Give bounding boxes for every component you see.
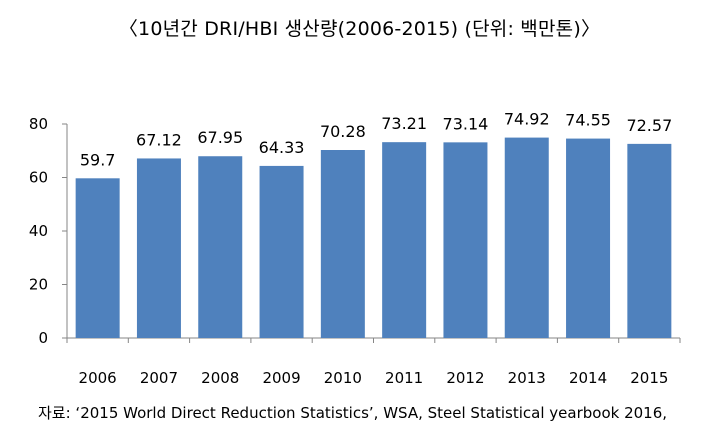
data-label: 59.7 [80, 150, 116, 169]
chart-title: 〈10년간 DRI/HBI 생산량(2006-2015) (단위: 백만톤)〉 [118, 18, 601, 40]
x-tick-label: 2011 [385, 369, 423, 387]
data-label: 74.92 [504, 110, 550, 129]
data-label: 74.55 [565, 111, 611, 130]
bar-2006 [75, 178, 120, 338]
data-labels: 59.7 67.12 67.95 64.33 70.28 73.21 73.14 74.92 7… [80, 110, 672, 170]
x-tick-label: 2012 [446, 369, 484, 387]
bar-2015 [627, 143, 672, 338]
data-label: 73.14 [443, 114, 489, 133]
source-note: 자료: ‘2015 World Direct Reduction Statist… [38, 404, 668, 422]
bar-2014 [566, 138, 611, 338]
data-label: 67.12 [136, 130, 182, 149]
x-tick-label: 2007 [140, 369, 178, 387]
x-tick-label: 2014 [569, 369, 607, 387]
bar-2008 [198, 156, 243, 338]
bar-2007 [136, 158, 181, 338]
y-tick-label: 40 [29, 222, 48, 240]
data-label: 64.33 [259, 138, 305, 157]
data-label: 70.28 [320, 122, 366, 141]
bar-2011 [382, 142, 427, 338]
data-label: 73.21 [381, 114, 427, 133]
x-tick-label: 2015 [630, 369, 668, 387]
y-tick-label: 20 [29, 276, 48, 294]
x-tick-label: 2010 [324, 369, 362, 387]
x-tick-label: 2009 [262, 369, 300, 387]
bar-2012 [443, 142, 488, 338]
data-label: 67.95 [197, 128, 243, 147]
bars [75, 137, 672, 338]
x-tick-label: 2013 [508, 369, 546, 387]
bar-2009 [259, 165, 304, 338]
bar-2013 [504, 137, 549, 338]
y-axis: 0 20 40 60 80 [29, 115, 68, 347]
x-tick-label: 2006 [79, 369, 117, 387]
bar-2010 [320, 150, 365, 338]
x-tick-label: 2008 [201, 369, 239, 387]
y-tick-label: 0 [38, 329, 48, 347]
y-tick-label: 80 [29, 115, 48, 133]
x-axis: 2006 2007 2008 2009 2010 2011 2012 2013 2014 2015 [66, 337, 681, 387]
y-tick-label: 60 [29, 169, 48, 187]
data-label: 72.57 [626, 116, 672, 135]
